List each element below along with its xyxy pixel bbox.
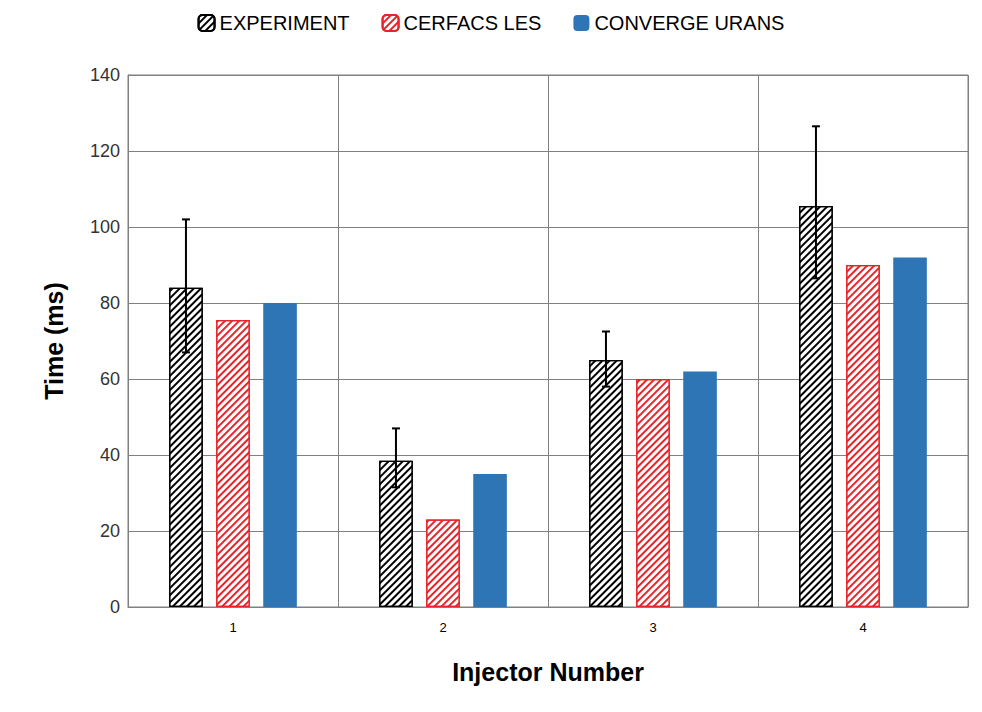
svg-text:0: 0 (110, 597, 120, 617)
svg-text:2: 2 (439, 620, 446, 635)
svg-text:CONVERGE URANS: CONVERGE URANS (594, 12, 784, 34)
svg-text:Time (ms): Time (ms) (40, 282, 68, 400)
svg-text:3: 3 (649, 620, 656, 635)
svg-text:80: 80 (100, 293, 120, 313)
svg-text:CERFACS LES: CERFACS LES (404, 12, 542, 34)
svg-text:120: 120 (90, 141, 120, 161)
svg-text:40: 40 (100, 445, 120, 465)
svg-text:Injector Number: Injector Number (452, 658, 644, 686)
svg-text:100: 100 (90, 217, 120, 237)
svg-text:4: 4 (859, 620, 866, 635)
svg-text:140: 140 (90, 65, 120, 85)
svg-text:60: 60 (100, 369, 120, 389)
svg-text:EXPERIMENT: EXPERIMENT (220, 12, 350, 34)
svg-text:1: 1 (229, 620, 236, 635)
svg-text:20: 20 (100, 521, 120, 541)
